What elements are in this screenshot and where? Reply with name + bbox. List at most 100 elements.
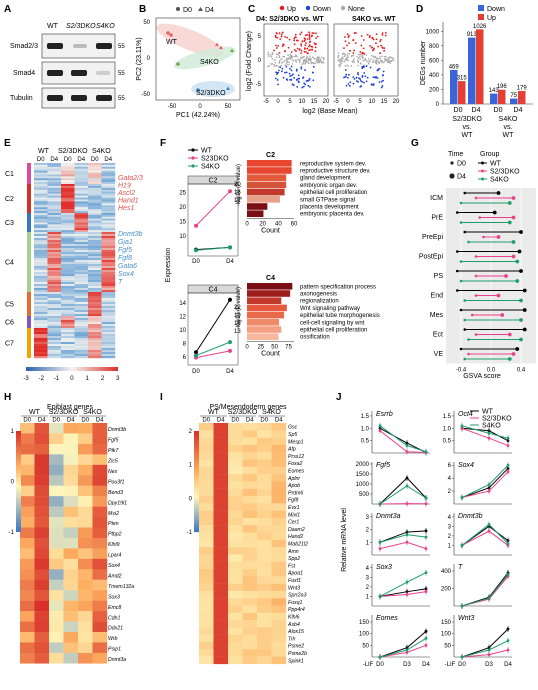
gene-title: Dnmt3b (458, 513, 483, 520)
y-tick: 50 (143, 20, 150, 26)
ma-point-down (375, 77, 377, 79)
heatmap-cell (228, 657, 243, 665)
day-header: D0 (52, 418, 60, 424)
heatmap-cell (102, 280, 116, 282)
cluster-color-bar (27, 213, 31, 232)
x-tick: -LIF (363, 662, 374, 668)
ma-point-up (315, 37, 317, 39)
heatmap-cell (272, 613, 287, 621)
gene-label: Prss12 (288, 454, 304, 460)
heatmap-cell (61, 219, 75, 221)
ma-point-none (290, 57, 292, 59)
d0-point (456, 270, 459, 273)
heatmap-cell (75, 280, 89, 282)
ma-point-none (316, 60, 318, 62)
ma-point-none (375, 57, 377, 59)
panel-a: A WT S2/3DKO S4KO Smad2/3 Smad4 Tubulin … (4, 4, 125, 108)
heatmap-cell (35, 444, 50, 455)
heatmap-cell (75, 252, 89, 254)
y-tick: 2 (366, 528, 370, 534)
panel-label-e: E (4, 138, 11, 149)
ma-point-none (357, 65, 359, 67)
pca-point (166, 31, 170, 35)
heatmap-cell (61, 242, 75, 244)
heatmap-cell (61, 173, 75, 175)
ma-point-none (303, 61, 305, 63)
heatmap-cell (75, 171, 89, 173)
heatmap-cell (199, 540, 214, 548)
protein-label: Tubulin (10, 95, 33, 102)
heatmap-cell (88, 213, 102, 215)
heatmap-cell (34, 306, 48, 308)
go-bar (247, 319, 279, 326)
heatmap-cell (61, 348, 75, 350)
heatmap-cell (61, 274, 75, 276)
heatmap-cell (35, 601, 50, 612)
heatmap-cell (102, 194, 116, 196)
ma-point-up (301, 50, 303, 52)
heatmap-cell (75, 304, 89, 306)
cluster-color-bar (27, 292, 31, 316)
ma-point-up (363, 47, 365, 49)
ma-point-none (295, 59, 297, 61)
scale-tick: -1 (54, 376, 60, 382)
ma-point-up (367, 34, 369, 36)
d4-point (515, 260, 519, 264)
y-tick: 4 (448, 476, 452, 482)
series-line (380, 478, 426, 504)
heatmap-cell (48, 350, 62, 352)
heatmap-cell (20, 454, 35, 465)
gene-label-blue: Sox4 (118, 271, 134, 278)
header-day: D4 (77, 157, 85, 163)
heatmap-cell (35, 569, 50, 580)
ma-point-none (306, 59, 308, 61)
day-header: D0 (202, 418, 210, 424)
heatmap-cell (61, 302, 75, 304)
ma-point-down (359, 78, 361, 80)
ma-point-none (359, 56, 361, 58)
heatmap-cell (102, 286, 116, 288)
heatmap-cell (88, 296, 102, 298)
go-term: epithelial cell proliferation (300, 328, 367, 334)
heatmap-cell (75, 167, 89, 169)
ma-point-down (349, 81, 351, 83)
ma-point-up (295, 36, 297, 38)
heatmap-cell (64, 444, 79, 455)
band (73, 44, 87, 48)
heatmap-cell (34, 213, 48, 215)
heatmap-cell (61, 203, 75, 205)
heatmap-cell (34, 182, 48, 184)
heatmap-cell (48, 356, 62, 358)
heatmap-cell (228, 533, 243, 541)
heatmap-cell (64, 559, 79, 570)
heatmap-cell (35, 423, 50, 434)
heatmap-cell (61, 326, 75, 328)
y-tick: 4 (366, 566, 370, 572)
scale-tick: 1 (86, 376, 90, 382)
ma-point-none (359, 58, 361, 60)
heatmap-cell (61, 276, 75, 278)
heatmap-cell (75, 334, 89, 336)
ma-point-none (352, 55, 354, 57)
ma-point-none (275, 62, 277, 64)
heatmap-cell (34, 250, 48, 252)
legend-group-title: Group (480, 151, 500, 158)
go-term: pattern specification process (300, 284, 376, 290)
y-tick: 2 (448, 489, 452, 495)
heatmap-cell (102, 330, 116, 332)
heatmap-cell (75, 236, 89, 238)
gene-label: Tmem132a (108, 584, 134, 590)
heatmap-cell (88, 340, 102, 342)
day-header: D4 (217, 418, 225, 424)
gene-title: Esrrb (376, 411, 393, 418)
gene-label: Mesp1 (288, 439, 304, 445)
heatmap-cell (75, 338, 89, 340)
heatmap-cell (272, 460, 287, 468)
ma-point-none (358, 57, 360, 59)
ma-point-none (315, 63, 317, 65)
heatmap-cell (48, 242, 62, 244)
ma-point-down (381, 85, 383, 87)
band (47, 95, 63, 101)
series-line (462, 465, 508, 497)
